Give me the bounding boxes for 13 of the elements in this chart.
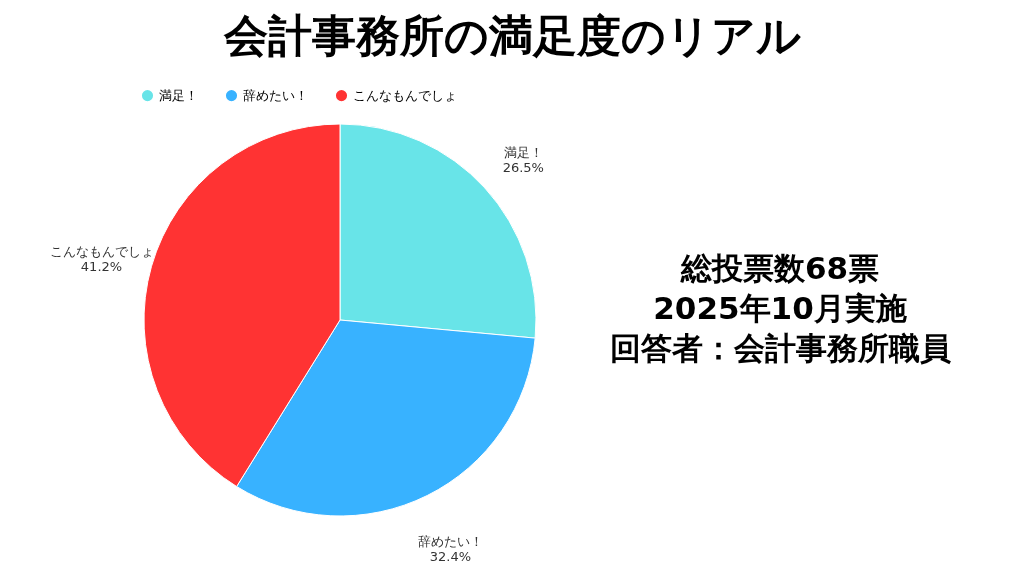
- legend-label: 辞めたい！: [243, 87, 308, 103]
- data-label: 26.5%: [502, 159, 544, 175]
- text: 2025年10月実施: [653, 290, 907, 326]
- text: 総投票数68票: [679, 250, 880, 286]
- data-label: 41.2%: [80, 259, 123, 274]
- slice-label: 辞めたい！: [417, 534, 483, 550]
- chart-title: 会計事務所の満足度のリアル: [222, 10, 801, 61]
- slice-label: こんなもんでしょ: [49, 244, 154, 259]
- text: 回答者：会計事務所職員: [609, 330, 951, 366]
- data-label: 32.4%: [429, 549, 472, 565]
- legend-label: こんなもんでしょ: [353, 87, 457, 103]
- slice-label: 満足！: [503, 144, 543, 160]
- legend-label: 満足！: [159, 87, 198, 103]
